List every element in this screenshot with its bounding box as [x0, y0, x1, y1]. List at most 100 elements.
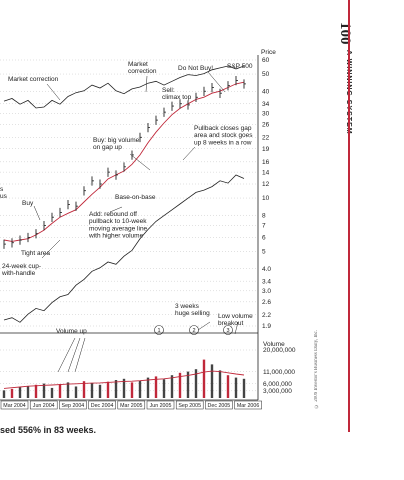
markers: 1 2 3	[154, 325, 233, 335]
volume-bar	[26, 386, 30, 398]
price-axis-label: Price	[261, 49, 276, 56]
price-tick-label: 30	[262, 111, 270, 118]
annotation-pointer	[57, 337, 76, 373]
annotation-line: Low volume	[218, 313, 253, 320]
annotation-label: Low volume breakout	[218, 313, 253, 327]
volume-bar	[42, 383, 46, 398]
date-tick-label: Dec 2005	[208, 403, 231, 409]
annotation-line: us	[0, 193, 8, 200]
annotation-line: s	[0, 186, 4, 193]
annotation-line: pullback to 10-week	[89, 218, 147, 225]
volume-bar	[146, 377, 150, 398]
volume-bar	[2, 390, 6, 398]
date-tick-label: Mar 2006	[237, 403, 259, 409]
volume-bar	[226, 375, 230, 398]
annotation-label: Pullback closes gap area and stock goes up…	[194, 125, 253, 146]
volume-tick-label: 3,000,000	[263, 388, 292, 395]
price-tick-label: 19	[262, 146, 270, 153]
volume-bar	[114, 380, 118, 398]
volume-bar	[202, 359, 206, 398]
annotation-pointer	[33, 205, 41, 221]
annotation-pointer	[67, 337, 81, 373]
volume-bar	[218, 370, 222, 398]
page-number: 100	[337, 22, 353, 45]
volume-bar	[66, 382, 70, 398]
annotation-line: Base-on-base	[115, 194, 156, 201]
annotation-pointer	[234, 321, 239, 335]
volume-bar	[34, 384, 38, 398]
marker-label: 1	[157, 328, 160, 334]
date-tick-box	[175, 400, 204, 410]
annotation-label: Base-on-base	[115, 194, 156, 201]
annotation-pointer	[182, 146, 196, 161]
volume-bar	[98, 384, 102, 398]
marker-circle	[189, 325, 199, 335]
annotation-pointer	[129, 153, 151, 171]
annotation-label: s us	[0, 186, 8, 200]
date-tick-box	[88, 400, 116, 410]
date-tick-box	[234, 400, 262, 410]
volume-bar	[242, 378, 246, 398]
price-tick-label: 14	[262, 169, 270, 176]
volume-bar	[18, 387, 22, 398]
annotation-label: Add: rebound off pullback to 10-week movin…	[88, 211, 148, 240]
annotation-line: Sell:	[162, 87, 175, 94]
volume-bar	[10, 388, 14, 398]
volume-bar	[58, 384, 62, 398]
date-tick-box	[205, 400, 233, 410]
annotation-pointer	[197, 321, 211, 331]
volume-bar	[138, 380, 142, 398]
annotation-line: S&P 500	[227, 63, 253, 70]
price-tick-label: 1.9	[262, 323, 271, 330]
volume-bar	[186, 371, 190, 398]
price-bars	[3, 75, 246, 249]
annotation-line: 3 weeks	[175, 303, 200, 310]
annotation-label: Do Not Buy!	[178, 65, 213, 72]
annotation-line: with-handle	[1, 270, 36, 277]
annotation-line: moving average line	[89, 225, 148, 232]
price-tick-label: 50	[262, 71, 270, 78]
annotation-line: with higher volume	[88, 233, 144, 240]
volume-bar	[50, 387, 54, 398]
date-tick-label: Jun 2005	[150, 403, 172, 409]
date-tick-label: Mar 2004	[3, 403, 25, 409]
annotation-line: Add: rebound off	[89, 211, 137, 218]
annotation-line: up 8 weeks in a row	[194, 139, 252, 146]
date-tick-box	[0, 400, 29, 410]
annotation-line: breakout	[218, 320, 243, 327]
margin-rule	[348, 0, 350, 432]
annotation-pointer	[41, 239, 61, 259]
volume-bar	[234, 377, 238, 398]
price-tick-label: 12	[262, 181, 270, 188]
annotation-line: Buy	[22, 200, 34, 207]
volume-bar	[178, 372, 182, 398]
volume-tick-label: 20,000,000	[263, 347, 296, 354]
annotation-pointer	[207, 71, 226, 93]
annotation-pointer	[109, 206, 123, 213]
price-tick-label: 8	[262, 212, 266, 219]
date-tick-label: Sep 2005	[178, 403, 201, 409]
price-tick-label: 5	[262, 249, 266, 256]
volume-bar	[162, 379, 166, 398]
price-tick-label: 3.4	[262, 278, 271, 285]
volume-bar	[130, 382, 134, 398]
annotation-line: Tight area	[21, 250, 50, 257]
volume-bar	[194, 369, 198, 398]
volume-bar	[106, 381, 110, 398]
annotation-label: Buy	[22, 200, 34, 207]
copyright-notice: © 2009 Investor's Business Daily, Inc.	[314, 330, 319, 408]
figure-caption: sed 556% in 83 weeks.	[0, 425, 97, 435]
volume-tick-label: 11,000,000	[263, 369, 295, 376]
marker-circle	[223, 325, 233, 335]
date-tick-label: Dec 2004	[91, 403, 114, 409]
annotation-line: climax top	[162, 94, 192, 101]
date-tick-box	[29, 400, 58, 410]
marker-label: 3	[226, 328, 229, 334]
price-tick-label: 2.2	[262, 312, 271, 319]
marker-circle	[154, 325, 164, 335]
annotation-pointer	[145, 75, 148, 93]
volume-bar	[82, 381, 86, 398]
date-axis: Mar 2004 Jun 2004 Sep 2004 Dec 2004 Mar 2005…	[0, 399, 262, 410]
